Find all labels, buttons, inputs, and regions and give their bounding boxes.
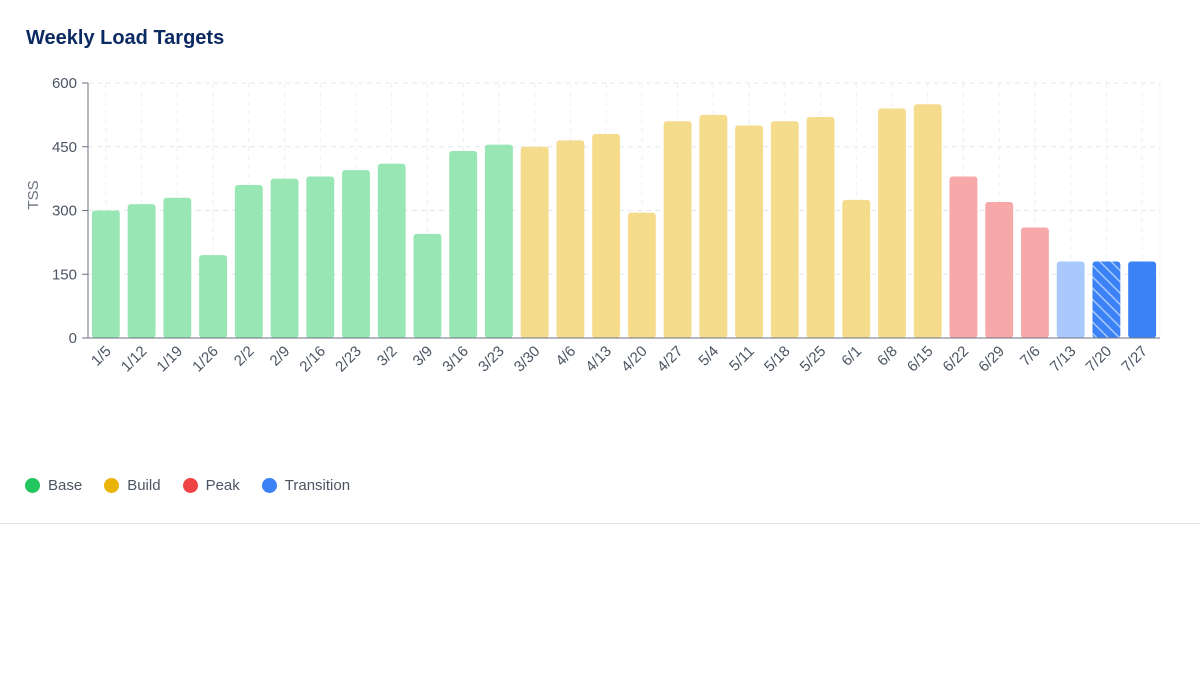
y-tick-label: 300 xyxy=(52,203,77,220)
legend-swatch xyxy=(182,478,198,493)
bar-3-9[interactable] xyxy=(413,233,442,338)
bars xyxy=(91,104,1157,339)
x-tick-label: 5/11 xyxy=(726,343,758,375)
bar-5-4[interactable] xyxy=(699,114,728,338)
bar-2-23[interactable] xyxy=(342,170,370,338)
chart-card: Weekly Load Targets 0 150 300 450 600 1/5 1/12… xyxy=(0,27,1200,524)
bar-2-9[interactable] xyxy=(270,178,299,338)
legend-label: Peak xyxy=(205,477,240,494)
x-tick-label: 3/16 xyxy=(439,343,472,376)
x-tick-label: 2/2 xyxy=(231,343,258,370)
bar-1-12[interactable] xyxy=(127,204,156,338)
bar-4-20[interactable] xyxy=(627,212,656,338)
x-tick-label: 6/1 xyxy=(838,343,865,370)
x-tick-label: 4/27 xyxy=(654,343,687,376)
x-tick-label: 5/4 xyxy=(695,343,722,370)
x-tick-label: 6/22 xyxy=(940,343,973,376)
bar-1-19[interactable] xyxy=(163,197,192,338)
bar-4-27[interactable] xyxy=(663,121,692,338)
x-tick-label: 3/2 xyxy=(374,343,401,370)
bar-6-29[interactable] xyxy=(985,202,1014,338)
legend-item-transition[interactable]: Transition xyxy=(261,477,351,494)
bar-2-16[interactable] xyxy=(306,176,335,339)
x-tick-label: 7/6 xyxy=(1017,343,1044,370)
legend-item-build[interactable]: Build xyxy=(104,477,161,494)
x-tick-label: 6/8 xyxy=(874,343,901,370)
legend-label: Transition xyxy=(284,477,351,494)
bar-1-26[interactable] xyxy=(199,255,228,338)
bar-5-18[interactable] xyxy=(770,121,799,338)
bar-7-6[interactable] xyxy=(1020,227,1049,339)
bar-4-13[interactable] xyxy=(592,134,621,338)
x-tick-label: 5/25 xyxy=(797,343,830,376)
x-tick-label: 7/20 xyxy=(1083,343,1116,376)
bar-3-2[interactable] xyxy=(377,163,406,338)
legend-label: Base xyxy=(48,477,83,494)
legend-swatch xyxy=(261,478,277,493)
x-tick-label: 3/23 xyxy=(475,343,508,376)
y-axis-title: TSS xyxy=(25,180,42,209)
y-tick-label: 150 xyxy=(52,266,77,283)
bar-6-15[interactable] xyxy=(913,104,942,338)
bar-chart: 0 150 300 450 600 1/5 1/12 1/19 1/26 2/2 2/9 2/16 2/… xyxy=(25,75,1161,376)
chart-title: Weekly Load Targets xyxy=(26,27,225,49)
x-tick-label: 1/19 xyxy=(153,343,186,376)
bar-5-25[interactable] xyxy=(806,117,835,338)
bar-6-8[interactable] xyxy=(878,108,906,339)
bar-3-30[interactable] xyxy=(520,146,549,338)
x-tick-label: 5/18 xyxy=(761,343,794,376)
bar-7-13[interactable] xyxy=(1056,261,1085,339)
bar-2-2[interactable] xyxy=(234,185,263,338)
x-tick-label: 7/27 xyxy=(1118,343,1151,376)
x-tick-label: 1/5 xyxy=(88,343,115,370)
y-tick-label: 0 xyxy=(69,330,77,347)
y-tick-label: 450 xyxy=(52,139,77,156)
x-tick-label: 4/13 xyxy=(582,343,615,376)
legend: Base Build Peak Transition xyxy=(25,477,350,494)
bar-6-1[interactable] xyxy=(842,199,871,338)
x-tick-label: 3/9 xyxy=(410,343,437,370)
bar-7-20[interactable] xyxy=(1092,261,1121,339)
legend-item-peak[interactable]: Peak xyxy=(182,477,240,494)
bar-3-16[interactable] xyxy=(449,151,478,338)
legend-swatch xyxy=(25,478,40,493)
bar-3-23[interactable] xyxy=(484,144,513,338)
x-tick-label: 3/30 xyxy=(511,343,544,376)
x-tick-label: 4/6 xyxy=(552,343,579,370)
legend-label: Build xyxy=(127,477,161,494)
x-tick-label: 1/26 xyxy=(189,343,222,376)
x-tick-label: 4/20 xyxy=(618,343,651,376)
bar-7-27[interactable] xyxy=(1128,261,1157,339)
legend-swatch xyxy=(104,478,120,493)
x-tick-label: 7/13 xyxy=(1047,343,1080,376)
legend-item-base[interactable]: Base xyxy=(25,477,82,494)
x-tick-label: 2/16 xyxy=(296,343,329,376)
x-tick-label: 1/12 xyxy=(118,343,151,376)
x-tick-label: 6/29 xyxy=(975,343,1008,376)
x-tick-label: 2/9 xyxy=(267,343,294,370)
bar-5-11[interactable] xyxy=(735,125,764,339)
bar-1-5[interactable] xyxy=(91,210,120,339)
y-tick-label: 600 xyxy=(52,75,77,92)
bar-6-22[interactable] xyxy=(949,176,978,339)
x-tick-label: 6/15 xyxy=(904,343,937,376)
x-tick-label: 2/23 xyxy=(332,343,365,376)
bar-4-6[interactable] xyxy=(556,140,585,338)
